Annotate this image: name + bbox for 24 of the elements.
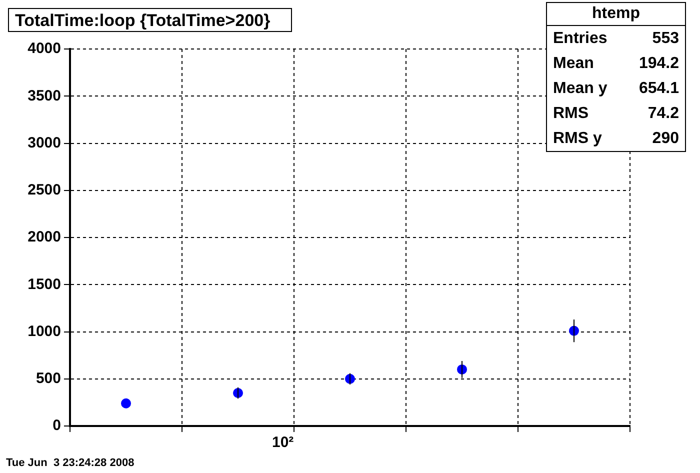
annotation: RMS	[553, 104, 589, 124]
text: Entries	[553, 29, 608, 49]
text: 74.2	[648, 104, 679, 124]
y-tick-label: 4000	[28, 40, 61, 58]
y-tick-label: 500	[36, 370, 61, 388]
y-tick-label: 0	[52, 417, 61, 434]
text: htemp	[547, 3, 685, 26]
text: 194.2	[638, 54, 679, 74]
y-tick-label: 1000	[28, 322, 61, 340]
chart-title: TotalTime:loop {TotalTime>200}	[8, 8, 292, 32]
annotation: RMS y	[553, 129, 602, 149]
y-tick-label: 2000	[28, 228, 61, 246]
annotation: Mean	[553, 54, 594, 74]
y-tick-label: 1500	[28, 276, 61, 293]
text: 10²	[272, 434, 294, 451]
text: 553	[652, 29, 679, 49]
point	[121, 398, 131, 408]
y-tick-label: 3000	[28, 134, 61, 152]
text: 290	[652, 129, 679, 149]
text: Tue Jun 3 23:24:28 2008	[6, 457, 134, 469]
y-tick-label: 2500	[28, 182, 61, 199]
y-tick-label: 3500	[28, 87, 61, 104]
annotation: Mean y	[553, 79, 608, 99]
text: 654.1	[638, 79, 679, 99]
